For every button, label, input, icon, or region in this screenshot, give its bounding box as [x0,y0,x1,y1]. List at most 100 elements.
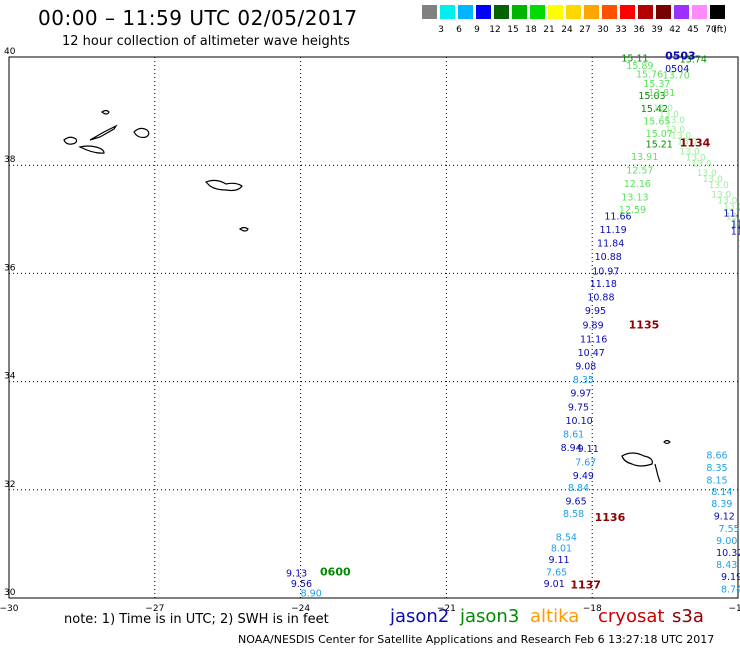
track-value-dense: 13.0 [711,191,731,201]
wave-height-value: 7.55 [719,524,740,535]
legend-label: 70 [705,25,717,35]
wave-height-value: 15.42 [641,104,668,115]
lon-tick-label: −30 [0,604,19,614]
legend-swatch [458,5,473,19]
island-sao-jorge [89,124,118,141]
wave-height-value: 13.81 [648,88,675,99]
track-value-dense: 13.0 [677,138,697,148]
track-value-dense: 13.0 [732,218,740,228]
wave-height-value: 9.08 [575,362,596,373]
wave-height-value: 8.39 [711,499,732,510]
legend-label: 42 [669,25,681,35]
note-text: note: 1) Time is in UTC; 2) SWH is in fe… [64,612,329,627]
wave-height-value: 15.89 [626,61,653,72]
legend-label: 6 [456,25,462,35]
wave-height-value: 9.13 [286,568,307,579]
track-value-dense: 13.0 [692,159,712,169]
wave-height-value: 11.98 [731,219,740,230]
pass-time-label: 1137 [570,578,601,591]
lon-tick-label: −27 [145,604,164,614]
pass-time-label: 1135 [629,319,660,332]
legend-label: 39 [651,25,663,35]
island-terceira [133,127,150,139]
track-value-dense: 13.0 [665,126,685,136]
track-value-dense: 13.0 [659,110,679,120]
pass-time-label: 0600 [320,565,351,578]
track-value-dense: 13.0 [680,147,700,157]
legend-swatch [548,5,563,19]
wave-height-value: 11.84 [597,238,624,249]
altimeter-tracks: 13.013.013.013.013.013.013.013.013.013.0… [286,50,740,600]
wave-height-value: 8.54 [556,533,577,544]
legend-swatch [602,5,617,19]
map-frame [8,56,739,599]
track-value-dense: 13.0 [723,203,740,213]
legend-swatch [422,5,437,19]
satellite-legend-s3a: s3a [672,606,704,627]
pass-time-label: 1134 [680,136,711,149]
satellite-legend-altika: altika [530,606,580,627]
track-value-dense: 13.0 [726,212,740,222]
wave-height-value: 15.11 [621,53,648,64]
island-santa-maria [238,226,249,232]
lon-tick-label: −21 [437,604,456,614]
map-subtitle: 12 hour collection of altimeter wave hei… [62,34,350,49]
wave-height-value: 12.57 [626,165,653,176]
lat-tick-label: 36 [4,263,16,273]
legend-label: 21 [543,25,555,35]
wave-height-value: 9.49 [573,471,594,482]
legend-swatch [656,5,671,19]
wave-height-value: 9.75 [568,402,589,413]
wave-height-value: 15.21 [646,139,673,150]
track-value-dense: 13.0 [671,132,691,142]
wave-height-value: 9.12 [714,512,735,523]
island-madeira [621,452,653,467]
map-title: 00:00 – 11:59 UTC 02/05/2017 [38,6,358,30]
legend-swatch [692,5,707,19]
track-value-dense: 13.0 [653,104,673,114]
wave-height-value: 12.16 [624,179,651,190]
island-pico [78,145,105,154]
wave-height-value: 7.65 [546,567,567,578]
track-value-dense: 13.0 [738,239,740,249]
wave-height-value: 8.94 [561,443,582,454]
legend-label: 15 [507,25,519,35]
legend-label: 9 [474,25,480,35]
wave-height-value: 8.01 [551,543,572,554]
wave-height-value: 11.18 [590,279,617,290]
lat-tick-label: 38 [4,155,16,165]
wave-height-value: 15.07 [646,129,673,140]
lat-tick-label: 40 [4,47,16,57]
track-value-dense: 13.0 [697,169,717,179]
wave-height-value: 9.19 [721,572,740,583]
legend-swatch [584,5,599,19]
legend-label: 12 [489,25,501,35]
wave-height-value: 8.66 [706,450,727,461]
legend-swatch [530,5,545,19]
wave-height-value: 8.15 [706,475,727,486]
legend-label: 33 [615,25,627,35]
island-flores [101,109,110,115]
track-value-dense: 13.0 [717,197,737,207]
wave-height-value: 10.88 [595,252,622,263]
legend-swatch [440,5,455,19]
axis-labels: −30 −27 −24 −21 −18 −15 40 38 36 34 32 30 [0,47,740,614]
wave-height-value: 15.65 [643,117,670,128]
wave-height-value: 7.67 [575,457,596,468]
legend-label: 30 [597,25,609,35]
legend-label: 24 [561,25,573,35]
legend-swatch [476,5,491,19]
legend-swatch [512,5,527,19]
island-faial [63,136,78,145]
wave-height-value: 13.70 [663,71,690,82]
legend-swatch [674,5,689,19]
legend-label: 18 [525,25,537,35]
wave-height-value: 9.00 [716,536,737,547]
wave-height-value: 8.43 [716,560,737,571]
wave-height-value: 8.84 [568,483,589,494]
legend-label: 27 [579,25,591,35]
island-desertas [654,463,661,483]
legend-label: 3 [438,25,444,35]
wave-height-value: 8.90 [301,588,322,599]
